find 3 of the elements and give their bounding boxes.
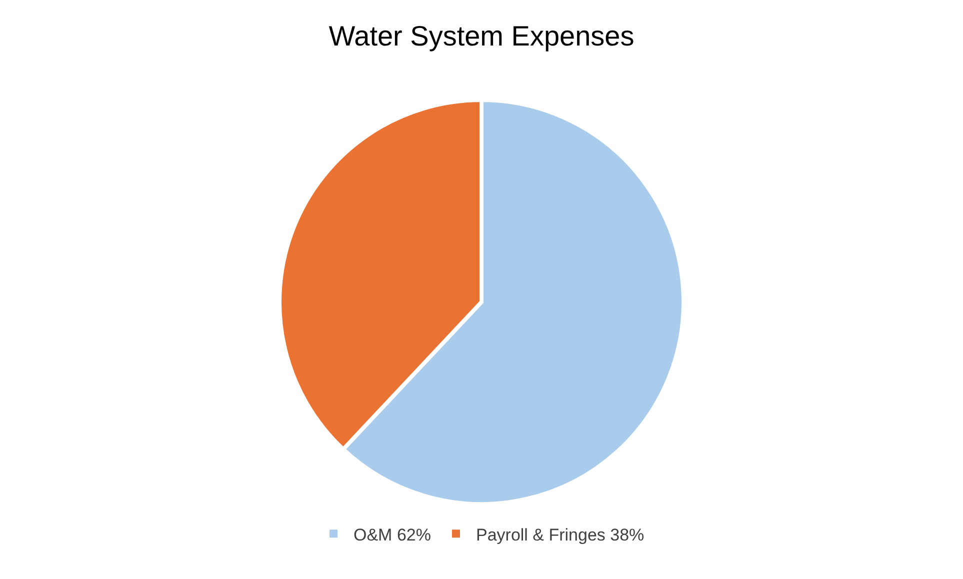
legend-label: O&M 62% <box>354 525 431 544</box>
chart-title: Water System Expenses <box>328 20 634 52</box>
legend-label: Payroll & Fringes 38% <box>476 525 644 544</box>
